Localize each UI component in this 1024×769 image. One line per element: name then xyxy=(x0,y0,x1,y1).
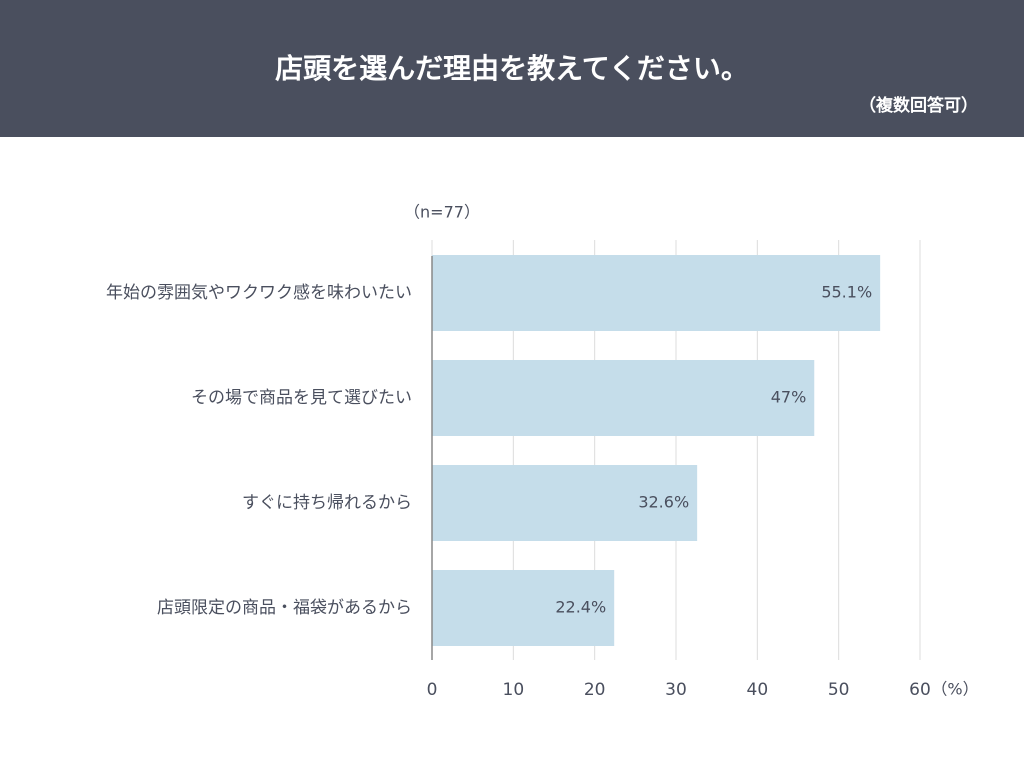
chart-subtitle: （複数回答可） xyxy=(859,95,978,116)
x-unit-label: （%） xyxy=(931,680,978,699)
sample-note: （n=77） xyxy=(404,203,480,222)
x-tick-label: 40 xyxy=(747,680,769,700)
bar xyxy=(432,360,815,436)
x-tick-label: 60 xyxy=(909,680,931,700)
bar xyxy=(432,570,615,646)
value-label: 47% xyxy=(771,388,807,407)
value-label: 32.6% xyxy=(638,493,689,512)
bar xyxy=(432,465,698,541)
x-tick-label: 20 xyxy=(584,680,606,700)
x-tick-label: 10 xyxy=(503,680,525,700)
x-tick-label: 50 xyxy=(828,680,850,700)
category-label: すぐに持ち帰れるから xyxy=(242,493,412,513)
chart-title: 店頭を選んだ理由を教えてください。 xyxy=(275,52,749,85)
category-label: 店頭限定の商品・福袋があるから xyxy=(157,598,412,618)
header-band xyxy=(0,0,1024,137)
value-label: 22.4% xyxy=(555,598,606,617)
bar xyxy=(432,255,881,331)
x-tick-label: 30 xyxy=(665,680,687,700)
category-label: その場で商品を見て選びたい xyxy=(191,388,412,408)
category-label: 年始の雰囲気やワクワク感を味わいたい xyxy=(106,283,412,303)
x-tick-label: 0 xyxy=(427,680,438,700)
value-label: 55.1% xyxy=(821,283,872,302)
